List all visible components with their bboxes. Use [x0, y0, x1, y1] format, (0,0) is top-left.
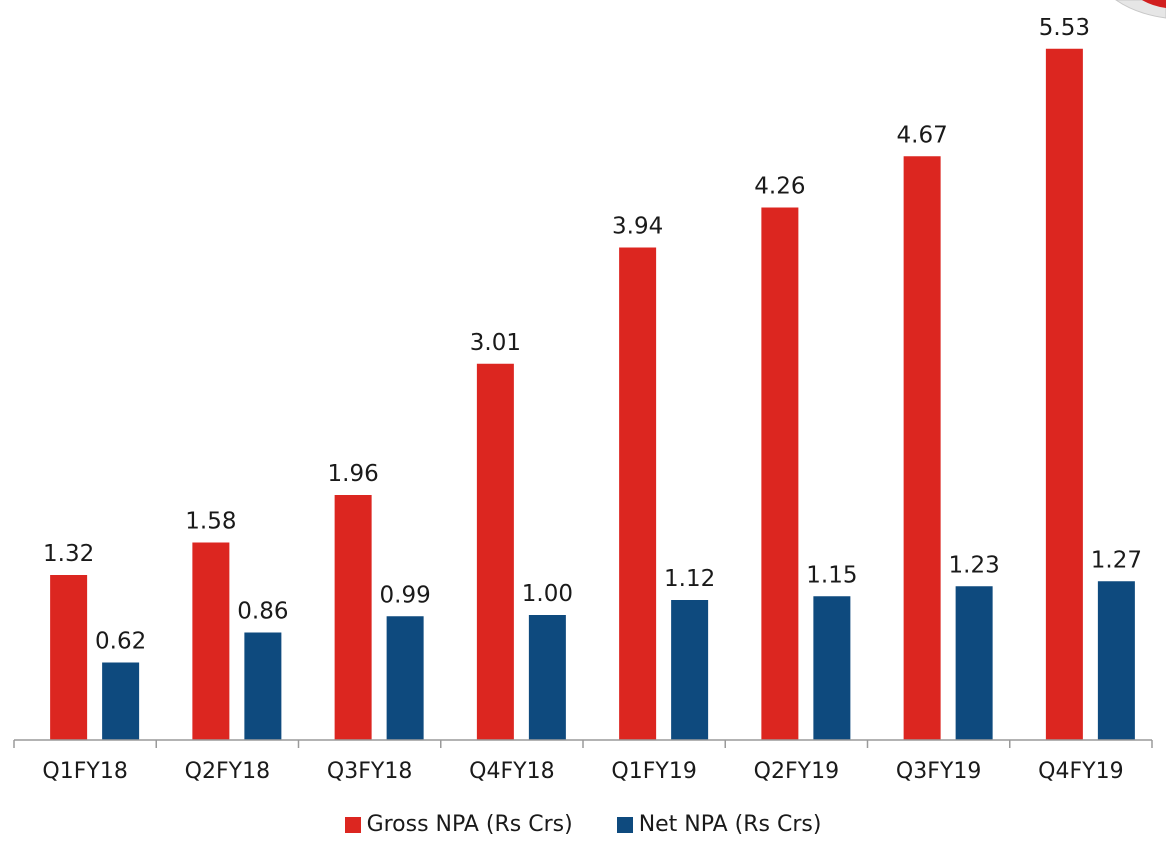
data-label-gross-npa: 1.58 [185, 509, 236, 535]
bar-net-npa [386, 616, 424, 740]
x-tick-label: Q2FY19 [754, 759, 839, 784]
data-label-net-npa: 1.12 [664, 566, 715, 592]
legend-label-net-npa: Net NPA (Rs Crs) [638, 812, 822, 837]
legend-label-gross-npa: Gross NPA (Rs Crs) [366, 812, 573, 837]
bar-gross-npa [1045, 48, 1083, 740]
bar-gross-npa [476, 363, 514, 740]
legend-swatch-net-npa [616, 816, 633, 833]
x-tick-label: Q3FY18 [327, 759, 412, 784]
x-tick-label: Q4FY18 [469, 759, 554, 784]
legend-item-net-npa: Net NPA (Rs Crs) [616, 812, 822, 837]
x-tick-label: Q2FY18 [185, 759, 270, 784]
data-label-gross-npa: 3.94 [612, 214, 663, 240]
value-labels-group: 1.32 0.62 1.58 0.86 1.96 0.99 3.01 1.00 3.94 1.12… [43, 15, 1142, 655]
data-label-net-npa: 1.23 [949, 552, 1000, 578]
data-label-net-npa: 0.99 [380, 582, 431, 608]
legend: Gross NPA (Rs Crs) Net NPA (Rs Crs) [0, 812, 1166, 837]
bar-net-npa [671, 600, 709, 740]
data-label-net-npa: 0.62 [95, 629, 146, 655]
bar-gross-npa [903, 156, 941, 740]
bar-net-npa [955, 586, 993, 740]
x-axis-tick-labels: Q1FY18 Q2FY18 Q3FY18 Q4FY18 Q1FY19 Q2FY19 Q3FY… [42, 759, 1123, 784]
npa-bar-chart: 1.32 0.62 1.58 0.86 1.96 0.99 3.01 1.00 3.94 1.12… [13, 15, 1153, 784]
bar-gross-npa [50, 575, 88, 740]
x-tick-label: Q3FY19 [896, 759, 981, 784]
bar-gross-npa [619, 247, 657, 740]
x-axis-ticks [13, 740, 1153, 748]
x-tick-label: Q1FY18 [42, 759, 127, 784]
bars-group [50, 48, 1135, 740]
bar-net-npa [1097, 581, 1135, 740]
bar-net-npa [528, 615, 566, 740]
data-label-net-npa: 0.86 [237, 599, 288, 625]
x-tick-label: Q1FY19 [611, 759, 696, 784]
bar-net-npa [102, 662, 140, 740]
x-tick-label: Q4FY19 [1038, 759, 1123, 784]
bar-gross-npa [761, 207, 799, 740]
bar-gross-npa [334, 495, 372, 740]
data-label-gross-npa: 4.26 [754, 174, 805, 200]
bar-net-npa [813, 596, 851, 740]
legend-swatch-gross-npa [344, 816, 361, 833]
data-label-gross-npa: 4.67 [897, 122, 948, 148]
data-label-gross-npa: 1.32 [43, 541, 94, 567]
data-label-net-npa: 1.00 [522, 581, 573, 607]
corner-decoration [1115, 0, 1166, 19]
data-label-gross-npa: 1.96 [328, 461, 379, 487]
legend-item-gross-npa: Gross NPA (Rs Crs) [344, 812, 573, 837]
bar-gross-npa [192, 542, 230, 740]
data-label-gross-npa: 5.53 [1039, 15, 1090, 41]
data-label-gross-npa: 3.01 [470, 330, 521, 356]
data-label-net-npa: 1.27 [1091, 547, 1142, 573]
bar-net-npa [244, 632, 282, 740]
data-label-net-npa: 1.15 [806, 562, 857, 588]
